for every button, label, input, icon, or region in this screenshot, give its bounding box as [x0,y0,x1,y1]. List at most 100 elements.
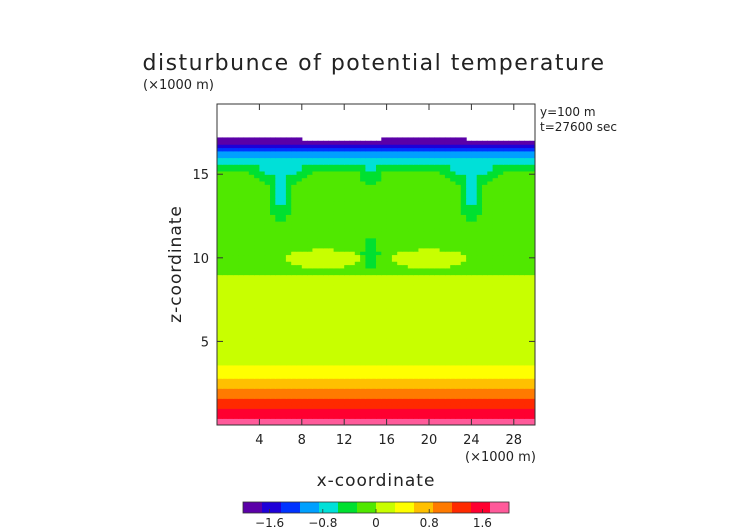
heatmap-cell [344,301,351,306]
heatmap-cell [344,364,351,369]
heatmap-cell [386,368,393,373]
heatmap-cell [259,301,266,306]
heatmap-cell [503,204,510,209]
heatmap-cell [217,404,223,409]
heatmap-cell [301,384,308,389]
heatmap-cell [460,361,467,366]
heatmap-cell [238,241,245,246]
heatmap-cell [285,221,292,225]
heatmap-cell [476,187,483,192]
heatmap-cell [418,291,425,296]
heatmap-cell [423,197,430,202]
heatmap-cell [222,371,229,376]
heatmap-cell [227,311,234,316]
heatmap-cell [248,294,255,299]
heatmap-cell [232,144,239,149]
heatmap-cell [227,338,234,342]
heatmap-cell [439,378,446,383]
heatmap-cell [376,344,382,349]
heatmap-cell [338,351,345,356]
heatmap-cell [317,234,324,239]
heatmap-cell [439,344,446,349]
heatmap-cell [402,200,409,205]
heatmap-cell [317,281,324,286]
heatmap-cell [232,147,239,152]
heatmap-cell [460,261,467,266]
heatmap-cell [429,241,435,246]
heatmap-cell [529,421,535,425]
heatmap-cell [259,381,266,386]
heatmap-cell [312,314,319,319]
heatmap-cell [259,331,266,336]
heatmap-cell [402,187,409,192]
heatmap-cell [370,224,377,229]
heatmap-cell [285,254,292,259]
heatmap-cell [519,157,525,162]
heatmap-cell [317,231,324,235]
heatmap-cell [524,247,531,252]
heatmap-cell [434,404,441,409]
heatmap-cell [365,157,372,162]
heatmap-cell [455,247,462,252]
heatmap-cell [471,311,478,316]
heatmap-cell [227,150,234,155]
heatmap-cell [439,311,446,316]
heatmap-cell [508,164,515,169]
heatmap-cell [434,344,441,349]
heatmap-cell [471,184,478,189]
heatmap-cell [423,187,430,192]
heatmap-cell [471,281,478,286]
heatmap-cell [307,331,313,336]
heatmap-cell [217,164,223,169]
heatmap-cell [439,398,446,403]
heatmap-cell [381,234,388,239]
heatmap-cell [455,287,462,292]
heatmap-cell [397,217,404,222]
heatmap-cell [323,297,329,302]
heatmap-cell [365,358,372,363]
heatmap-cell [349,421,356,425]
heatmap-cell [444,170,451,175]
heatmap-cell [482,241,488,246]
heatmap-cell [402,358,409,363]
heatmap-cell [439,304,446,309]
heatmap-cell [513,257,520,262]
heatmap-cell [402,247,409,252]
heatmap-cell [402,334,409,339]
heatmap-cell [243,251,250,256]
heatmap-cell [280,277,287,282]
heatmap-cell [349,231,356,235]
heatmap-cell [476,297,483,302]
heatmap-cell [471,307,478,312]
heatmap-cell [254,247,260,252]
heatmap-cell [232,374,239,379]
heatmap-cell [513,307,520,312]
heatmap-cell [301,318,308,322]
heatmap-cell [243,344,250,349]
heatmap-cell [423,334,430,339]
heatmap-cell [455,160,462,165]
heatmap-cell [323,301,329,306]
heatmap-cell [301,304,308,309]
heatmap-cell [323,227,329,232]
heatmap-cell [381,187,388,192]
heatmap-cell [391,180,398,185]
heatmap-cell [238,150,245,155]
heatmap-cell [497,227,504,232]
heatmap-cell [386,211,393,215]
heatmap-cell [248,344,255,349]
heatmap-cell [524,394,531,399]
heatmap-cell [381,388,388,393]
heatmap-cell [301,227,308,232]
heatmap-cell [386,321,393,326]
heatmap-cell [307,177,313,182]
heatmap-cell [291,334,298,339]
heatmap-cell [429,287,435,292]
heatmap-cell [487,154,494,159]
heatmap-cell [360,321,366,326]
heatmap-cell [503,301,510,306]
heatmap-cell [413,281,419,286]
heatmap-cell [301,231,308,235]
heatmap-cell [333,170,340,175]
heatmap-cell [429,247,435,252]
